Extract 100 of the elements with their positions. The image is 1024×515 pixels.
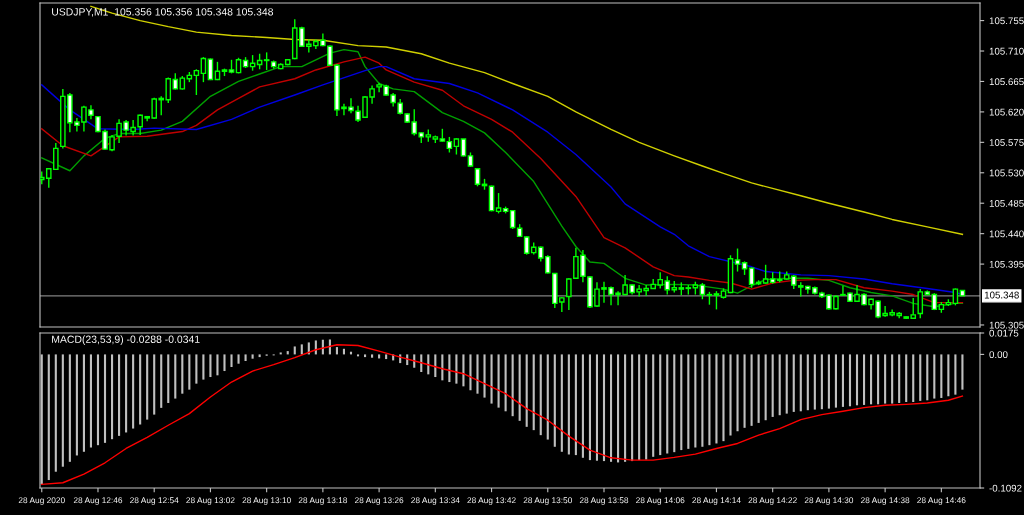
bar xyxy=(785,354,788,414)
y-tick-label: 105.665 xyxy=(989,78,1024,86)
bar xyxy=(694,354,697,448)
bar xyxy=(230,354,233,368)
bar xyxy=(560,354,563,452)
bar xyxy=(251,354,254,359)
bar xyxy=(687,354,690,449)
bar xyxy=(912,354,915,402)
bar xyxy=(202,354,205,380)
bar xyxy=(708,354,711,446)
bar xyxy=(813,354,816,410)
x-tick-label: 28 Aug 13:34 xyxy=(411,497,460,505)
bar xyxy=(673,354,676,453)
bar xyxy=(61,354,64,467)
bar xyxy=(132,354,135,429)
y-tick-label: 105.485 xyxy=(989,199,1024,207)
bar xyxy=(799,354,802,412)
bar xyxy=(455,354,458,384)
bar xyxy=(617,354,620,463)
y-tick-label: 105.395 xyxy=(989,260,1024,268)
y-tick-label: 0.0175 xyxy=(989,329,1019,337)
bar xyxy=(118,354,121,436)
x-tick-label: 28 Aug 13:10 xyxy=(242,497,291,505)
bar xyxy=(567,354,570,455)
bar xyxy=(933,354,936,399)
bar xyxy=(940,354,943,398)
bar xyxy=(870,354,873,405)
y-tick-label: 105.755 xyxy=(989,17,1024,25)
bar xyxy=(167,354,170,403)
bar xyxy=(103,354,107,443)
bar xyxy=(181,354,184,394)
bar xyxy=(385,354,388,360)
bar xyxy=(54,354,57,472)
bar xyxy=(855,354,859,406)
bar xyxy=(609,354,613,462)
y-tick-label: 0.00 xyxy=(989,351,1008,359)
bar xyxy=(153,354,156,415)
bar xyxy=(490,354,493,404)
bar xyxy=(631,354,634,462)
bar xyxy=(905,354,908,402)
bar xyxy=(371,354,374,358)
bar xyxy=(891,354,894,404)
bar xyxy=(448,354,451,383)
x-tick-label: 28 Aug 13:42 xyxy=(467,497,516,505)
bar xyxy=(877,354,880,405)
y-tick-label: -0.1092 xyxy=(989,484,1022,492)
bar xyxy=(919,354,922,401)
bar xyxy=(722,354,725,442)
bar xyxy=(188,354,191,390)
bar xyxy=(898,354,901,403)
bar xyxy=(469,354,472,391)
bar xyxy=(961,354,964,390)
bar xyxy=(47,354,50,481)
bar xyxy=(926,354,929,401)
bar xyxy=(532,354,535,431)
x-tick-label: 28 Aug 14:30 xyxy=(804,497,854,505)
candlestick xyxy=(474,167,481,188)
bar xyxy=(792,354,795,412)
y-tick-label: 105.575 xyxy=(989,139,1024,146)
y-tick-label: 105.530 xyxy=(989,169,1024,177)
bar xyxy=(174,354,177,399)
candlestick xyxy=(200,56,207,83)
bar xyxy=(89,354,93,448)
bar xyxy=(82,354,85,452)
bar xyxy=(680,354,683,451)
bar xyxy=(300,344,303,355)
bar xyxy=(223,354,226,372)
bar xyxy=(645,354,648,460)
bar xyxy=(666,354,669,454)
x-tick-label: 28 Aug 12:54 xyxy=(130,497,179,505)
bar xyxy=(68,354,71,462)
bar xyxy=(328,339,331,355)
x-tick-label: 28 Aug 14:06 xyxy=(636,497,685,505)
bar xyxy=(139,354,142,425)
candlestick xyxy=(495,192,502,215)
bar xyxy=(595,354,599,461)
bar xyxy=(715,354,718,444)
x-tick-label: 28 Aug 14:46 xyxy=(917,497,966,505)
y-tick-label: 105.710 xyxy=(989,47,1024,55)
bar xyxy=(588,354,591,461)
y-tick-label: 105.305 xyxy=(989,321,1024,329)
bar xyxy=(195,354,198,384)
bar xyxy=(757,354,760,423)
bar xyxy=(778,354,781,416)
x-tick-label: 28 Aug 14:22 xyxy=(748,497,797,505)
candlestick xyxy=(762,264,769,285)
candlestick xyxy=(748,266,755,289)
bar xyxy=(96,354,100,446)
bar xyxy=(947,354,950,397)
bar xyxy=(539,354,542,436)
bar xyxy=(244,354,247,362)
y-tick-label: 105.440 xyxy=(989,230,1024,238)
bar xyxy=(841,354,845,407)
bar xyxy=(834,354,837,408)
bar xyxy=(434,354,437,378)
x-tick-label: 28 Aug 13:02 xyxy=(186,497,235,505)
bar xyxy=(462,354,465,387)
x-tick-label: 28 Aug 13:50 xyxy=(523,497,573,505)
bar xyxy=(954,354,957,395)
bar xyxy=(736,354,739,432)
